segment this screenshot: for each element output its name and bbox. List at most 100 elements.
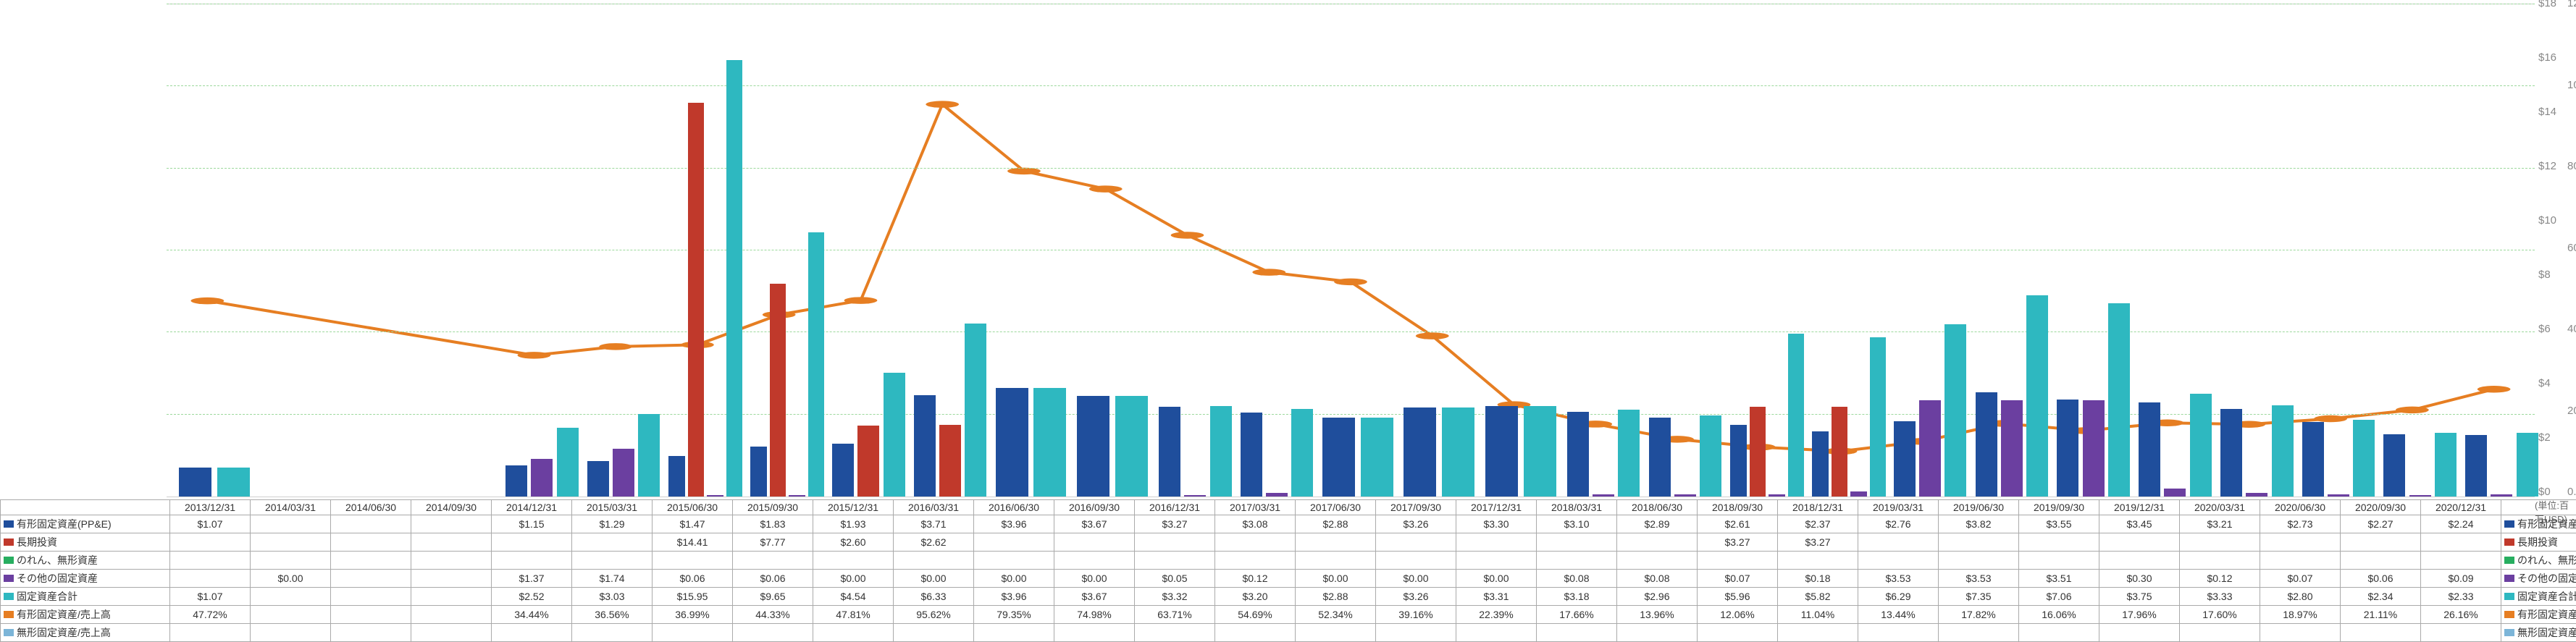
legend-swatch [2504,538,2514,546]
bar [2435,433,2457,497]
period-group [750,4,836,497]
legend-swatch [4,629,14,636]
value-cell [1215,624,1296,642]
value-cell: $7.06 [2019,588,2099,606]
value-cell [2099,533,2180,552]
value-cell: $1.29 [572,515,653,533]
value-cell [1215,533,1296,552]
bar [1033,388,1066,497]
value-cell: $3.67 [1054,515,1135,533]
bar [1944,324,1966,497]
bar [1850,491,1867,497]
value-cell: $0.08 [1617,570,1698,588]
date-cell: 2018/06/30 [1617,500,1698,515]
value-cell: $0.07 [1698,570,1778,588]
value-cell [1858,624,1939,642]
chart-plot-area [167,4,2535,497]
period-group [914,4,999,497]
value-cell: $6.33 [894,588,974,606]
period-group [342,4,427,497]
value-cell: $3.26 [1376,515,1456,533]
value-cell [170,552,251,570]
table-row: 長期投資$14.41$7.77$2.60$2.62$3.27$3.27長期投資 [1,533,2576,552]
value-cell [1537,533,1617,552]
date-cell: 2014/06/30 [331,500,411,515]
value-cell: $1.07 [170,515,251,533]
table-row: 固定資産合計$1.07$2.52$3.03$15.95$9.65$4.54$6.… [1,588,2576,606]
value-cell [1296,624,1376,642]
row-header: その他の固定資産 [1,570,170,588]
value-cell: $3.30 [1456,515,1537,533]
value-cell [1135,552,1215,570]
value-cell: $3.53 [1858,570,1939,588]
value-cell [2341,624,2421,642]
value-cell [2260,624,2341,642]
value-cell: $2.73 [2260,515,2341,533]
date-cell: 2017/12/31 [1456,500,1537,515]
value-cell: $3.18 [1537,588,1617,606]
bar [1976,392,1997,497]
value-cell [411,515,492,533]
value-cell: $1.74 [572,570,653,588]
value-cell: $3.45 [2099,515,2180,533]
value-cell [170,533,251,552]
value-cell [572,552,653,570]
bar [638,414,660,497]
row-header-right [2501,500,2576,515]
bar [2272,405,2294,497]
bar [1077,396,1109,497]
bar [505,465,527,497]
bar [1361,418,1393,497]
bar [587,461,609,497]
value-cell: $2.33 [2421,588,2501,606]
row-header: のれん、無形資産 [1,552,170,570]
bar [2001,400,2023,497]
date-cell: 2017/06/30 [1296,500,1376,515]
value-cell [1456,533,1537,552]
bar [613,449,634,497]
value-cell: $3.26 [1376,588,1456,606]
bar [179,468,211,497]
table-row: のれん、無形資産のれん、無形資産 [1,552,2576,570]
row-label: 有形固定資産(PP&E) [2517,518,2576,530]
legend-data-table: 2013/12/312014/03/312014/06/302014/09/30… [0,499,2576,642]
value-cell: $3.08 [1215,515,1296,533]
row-header-right: 有形固定資産(PP&E) [2501,515,2576,533]
value-cell [1939,533,2019,552]
value-cell [1778,624,1858,642]
row-label: 長期投資 [2517,536,2558,548]
legend-swatch [4,557,14,564]
period-group [1812,4,1897,497]
bar [770,284,786,497]
table-row: 有形固定資産(PP&E)$1.07$1.15$1.29$1.47$1.83$1.… [1,515,2576,533]
legend-swatch [2504,557,2514,564]
value-cell [572,624,653,642]
value-cell: $1.47 [653,515,733,533]
value-cell [894,552,974,570]
value-cell [2099,624,2180,642]
value-cell [1698,552,1778,570]
bar [832,444,854,497]
value-cell: $0.30 [2099,570,2180,588]
value-cell [492,533,572,552]
value-cell [2019,533,2099,552]
value-cell: $2.24 [2421,515,2501,533]
row-header-right: 無形固定資産/売上高 [2501,624,2576,642]
row-label: 無形固定資産/売上高 [17,627,111,638]
value-cell [1939,552,2019,570]
value-cell: $3.55 [2019,515,2099,533]
bar [2383,434,2405,497]
row-header-right: 長期投資 [2501,533,2576,552]
legend-swatch [2504,520,2514,528]
value-cell: $0.12 [2180,570,2260,588]
value-cell: $3.31 [1456,588,1537,606]
value-cell: $3.27 [1135,515,1215,533]
date-cell: 2016/03/31 [894,500,974,515]
value-cell [2019,552,2099,570]
row-header: 固定資産合計 [1,588,170,606]
row-header [1,500,170,515]
bar [2353,420,2375,497]
bar [1593,494,1614,497]
value-cell: $0.00 [1296,570,1376,588]
value-cell: $0.00 [813,570,894,588]
